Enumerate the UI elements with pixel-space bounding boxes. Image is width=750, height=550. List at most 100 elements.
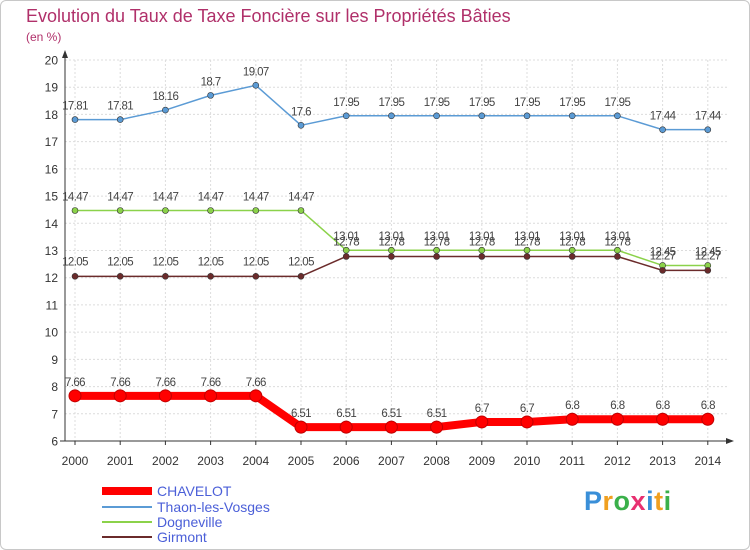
data-label-thaon-les-vosges-2003: 18.7 — [201, 76, 221, 88]
data-label-chavelot-2009: 6.7 — [475, 403, 489, 415]
data-label-girmont-2013: 12.27 — [650, 250, 676, 262]
x-tick-label-2014: 2014 — [694, 454, 721, 468]
data-label-dogneville-2006: 13.01 — [333, 231, 359, 243]
x-tick-label-2005: 2005 — [288, 454, 315, 468]
logo-letter: x — [630, 486, 647, 516]
data-label-girmont-2003: 12.05 — [198, 256, 224, 268]
point-dogneville-2002 — [162, 207, 169, 214]
data-label-chavelot-2000: 7.66 — [65, 377, 85, 389]
point-chavelot-2008 — [430, 420, 444, 434]
data-label-girmont-2012: 12.78 — [605, 236, 631, 248]
point-girmont-2003 — [207, 273, 214, 280]
y-tick-label-19: 19 — [45, 81, 59, 95]
point-thaon-les-vosges-2005 — [297, 122, 305, 129]
point-chavelot-2014 — [701, 412, 715, 426]
legend-label-thaon-les-vosges: Thaon-les-Vosges — [157, 499, 270, 515]
data-label-chavelot-2013: 6.8 — [656, 400, 670, 412]
data-label-dogneville-2000: 14.47 — [62, 191, 88, 203]
point-thaon-les-vosges-2001 — [116, 116, 124, 123]
data-label-girmont-2000: 12.05 — [62, 256, 88, 268]
data-label-chavelot-2005: 6.51 — [291, 408, 311, 420]
x-tick-label-2000: 2000 — [62, 454, 89, 468]
data-label-chavelot-2002: 7.66 — [155, 377, 175, 389]
point-dogneville-2001 — [116, 207, 124, 214]
x-axis-arrow — [726, 438, 734, 444]
data-label-chavelot-2011: 6.8 — [565, 400, 579, 412]
point-girmont-2005 — [297, 273, 305, 280]
x-tick-label-2009: 2009 — [468, 454, 495, 468]
y-tick-label-20: 20 — [45, 54, 59, 68]
data-label-chavelot-2003: 7.66 — [201, 377, 221, 389]
point-chavelot-2002 — [158, 389, 172, 403]
point-thaon-les-vosges-2003 — [207, 92, 214, 99]
chart-title: Evolution du Taux de Taxe Foncière sur l… — [26, 6, 511, 26]
logo-letter: r — [602, 486, 614, 516]
data-label-dogneville-2009: 13.01 — [469, 231, 495, 243]
y-tick-label-6: 6 — [51, 435, 58, 449]
x-tick-label-2001: 2001 — [107, 454, 134, 468]
x-tick-label-2006: 2006 — [333, 454, 360, 468]
y-tick-label-16: 16 — [45, 162, 59, 176]
point-chavelot-2000 — [68, 389, 82, 403]
data-label-dogneville-2010: 13.01 — [514, 231, 540, 243]
data-label-girmont-2009: 12.78 — [469, 236, 495, 248]
data-label-dogneville-2007: 13.01 — [379, 231, 405, 243]
data-label-thaon-les-vosges-2007: 17.95 — [379, 97, 405, 109]
point-chavelot-2007 — [384, 420, 398, 434]
data-label-dogneville-2012: 13.01 — [605, 231, 631, 243]
point-thaon-les-vosges-2014 — [704, 126, 712, 133]
data-label-girmont-2007: 12.78 — [379, 236, 405, 248]
data-label-chavelot-2008: 6.51 — [427, 408, 447, 420]
data-label-thaon-les-vosges-2012: 17.95 — [605, 97, 631, 109]
data-label-girmont-2004: 12.05 — [243, 256, 269, 268]
point-chavelot-2011 — [565, 412, 579, 426]
data-label-girmont-2006: 12.78 — [333, 236, 359, 248]
point-girmont-2014 — [704, 267, 712, 274]
point-thaon-les-vosges-2012 — [614, 112, 621, 120]
point-girmont-2000 — [71, 273, 79, 280]
y-tick-label-18: 18 — [45, 108, 59, 122]
data-label-thaon-les-vosges-2008: 17.95 — [424, 97, 450, 109]
point-girmont-2013 — [659, 267, 666, 274]
point-girmont-2012 — [614, 253, 621, 260]
point-girmont-2001 — [116, 273, 124, 280]
point-chavelot-2006 — [339, 420, 353, 434]
data-label-thaon-les-vosges-2004: 19.07 — [243, 66, 269, 78]
point-girmont-2009 — [478, 253, 486, 260]
y-tick-label-12: 12 — [45, 271, 59, 285]
data-label-girmont-2010: 12.78 — [514, 236, 540, 248]
data-label-thaon-les-vosges-2002: 18.16 — [153, 91, 179, 103]
y-tick-label-9: 9 — [51, 353, 58, 367]
proxiti-logo: Proxiti — [584, 486, 672, 517]
data-label-chavelot-2007: 6.51 — [381, 408, 401, 420]
data-label-chavelot-2012: 6.8 — [610, 400, 624, 412]
data-label-girmont-2008: 12.78 — [424, 236, 450, 248]
data-label-chavelot-2001: 7.66 — [110, 377, 130, 389]
data-label-dogneville-2003: 14.47 — [198, 191, 224, 203]
data-label-girmont-2001: 12.05 — [107, 256, 133, 268]
y-tick-label-15: 15 — [45, 190, 59, 204]
point-thaon-les-vosges-2013 — [659, 126, 666, 133]
point-girmont-2004 — [252, 273, 260, 280]
y-tick-label-14: 14 — [45, 217, 59, 231]
data-label-dogneville-2004: 14.47 — [243, 191, 269, 203]
point-dogneville-2003 — [207, 207, 214, 214]
data-label-thaon-les-vosges-2009: 17.95 — [469, 97, 495, 109]
chart-subtitle: (en %) — [26, 30, 61, 44]
point-girmont-2011 — [568, 253, 576, 260]
point-girmont-2008 — [433, 253, 440, 260]
legend-label-girmont: Girmont — [157, 529, 207, 545]
logo-letter: i — [663, 486, 672, 516]
data-label-thaon-les-vosges-2001: 17.81 — [107, 101, 133, 113]
data-label-chavelot-2006: 6.51 — [336, 408, 356, 420]
point-thaon-les-vosges-2010 — [523, 112, 531, 120]
point-thaon-les-vosges-2000 — [71, 116, 79, 123]
point-thaon-les-vosges-2011 — [568, 112, 576, 120]
point-dogneville-2000 — [71, 207, 79, 214]
x-tick-label-2002: 2002 — [152, 454, 179, 468]
point-chavelot-2010 — [520, 415, 534, 429]
point-chavelot-2013 — [656, 412, 670, 426]
data-label-thaon-les-vosges-2011: 17.95 — [559, 97, 585, 109]
x-tick-label-2012: 2012 — [604, 454, 631, 468]
